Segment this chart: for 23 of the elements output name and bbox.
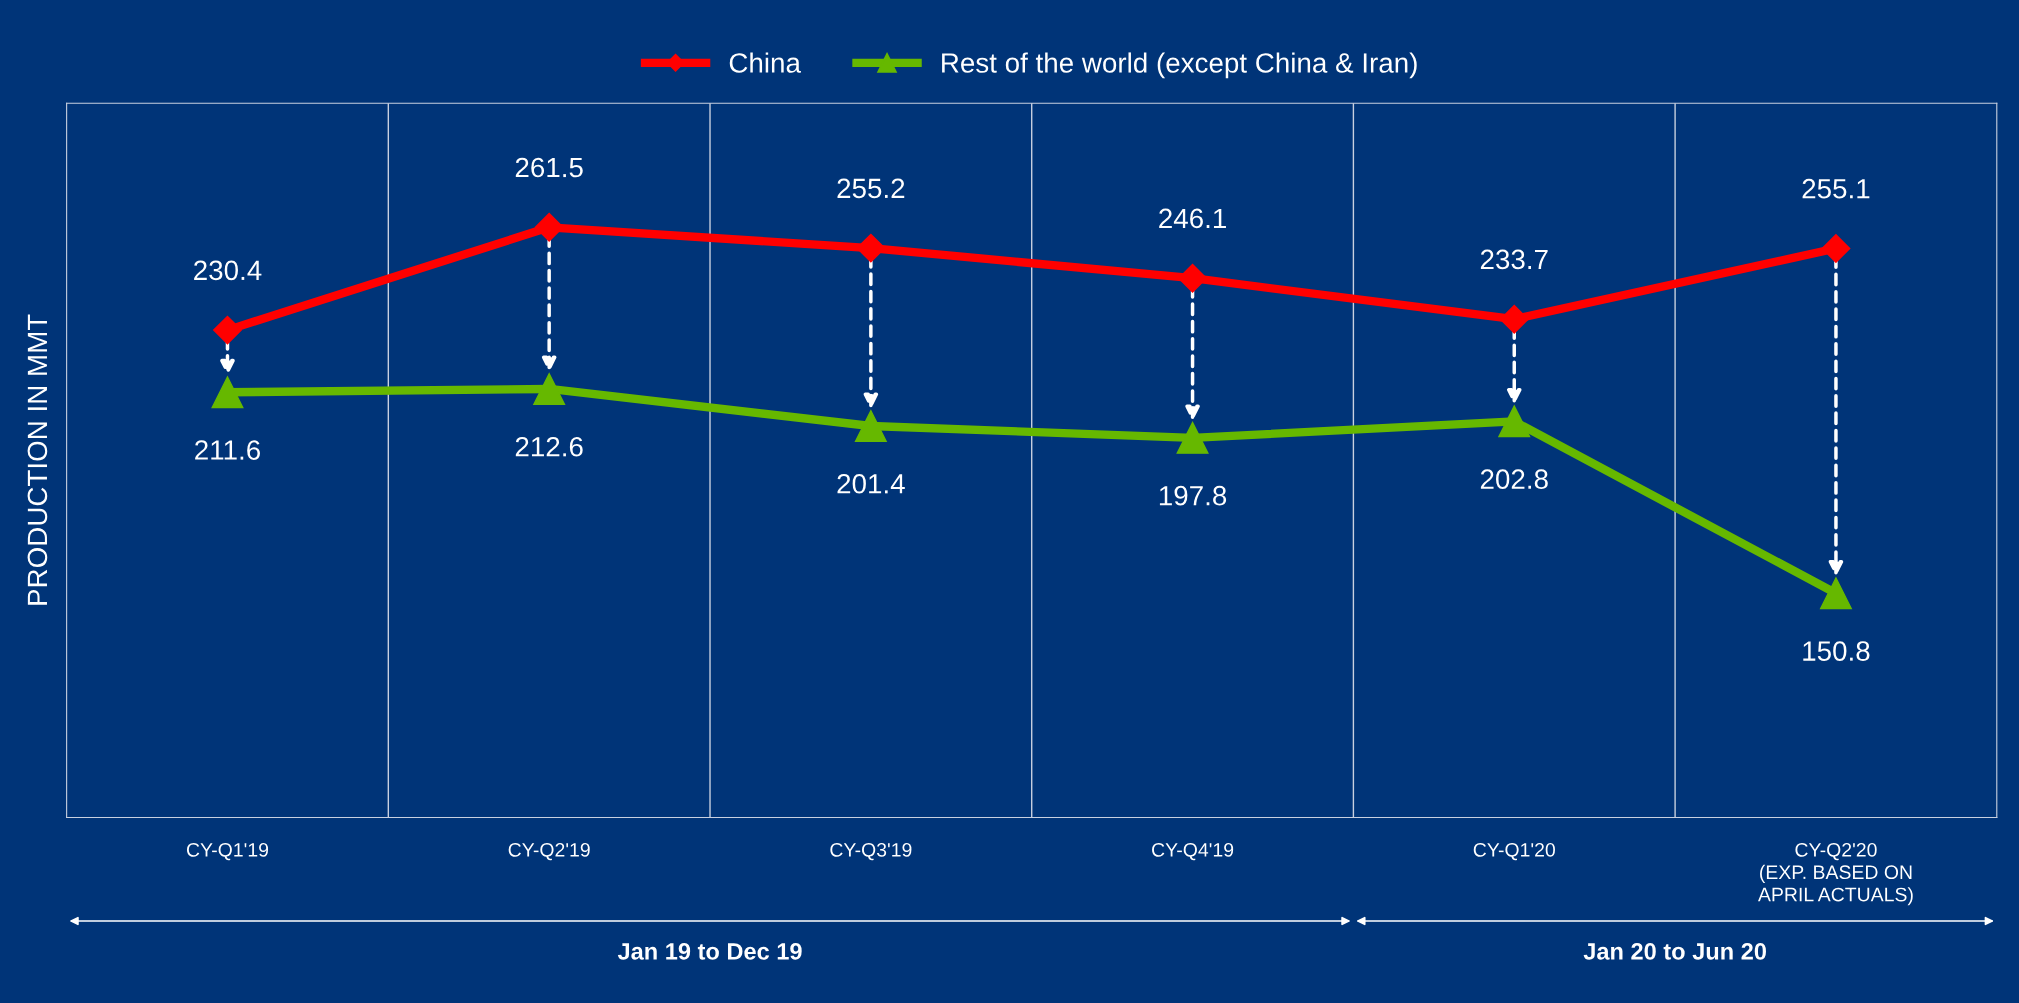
data-label: 230.4 (194, 260, 262, 281)
data-label: 255.2 (837, 178, 905, 199)
text: Jan 20 to Jun 20 (1583, 943, 1766, 960)
data-label: 261.5 (515, 157, 583, 178)
text: Jan 19 to Dec 19 (617, 943, 802, 960)
data-label: 212.6 (515, 436, 583, 457)
x-tick-label: CY-Q2'20 (EXP. BASED ON APRIL ACTUALS) (1758, 842, 1913, 906)
data-label: 211.6 (195, 440, 260, 460)
y-axis-title: PRODUCTION IN MMT (27, 314, 48, 605)
legend-label: China (729, 52, 801, 73)
data-label: 202.8 (1480, 469, 1548, 489)
data-label: 201.4 (837, 473, 905, 494)
x-tick-label: CY-Q3'19 (830, 842, 912, 861)
x-tick-label: CY-Q1'19 (186, 842, 269, 861)
data-label: 233.7 (1480, 249, 1548, 270)
data-label: 150.8 (1803, 641, 1870, 661)
x-tick-label: CY-Q1'20 (1473, 842, 1555, 861)
data-label: 197.8 (1159, 485, 1227, 506)
data-label: 246.1 (1159, 208, 1226, 229)
x-tick-label: CY-Q4'19 (1152, 842, 1234, 861)
data-label: 255.1 (1802, 178, 1870, 199)
x-tick-label: CY-Q2'19 (508, 842, 590, 861)
legend-label: Rest of the world (except China & Iran) (942, 52, 1417, 79)
